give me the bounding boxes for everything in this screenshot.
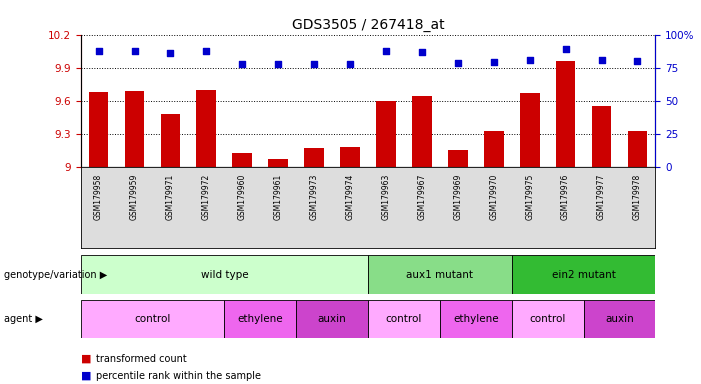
Bar <box>376 101 396 167</box>
Bar <box>592 106 611 167</box>
Bar <box>368 255 512 294</box>
Bar <box>340 147 360 167</box>
Text: ethylene: ethylene <box>453 314 498 324</box>
Bar <box>556 61 576 167</box>
Point <box>200 48 212 54</box>
Text: GSM179977: GSM179977 <box>597 174 606 220</box>
Bar <box>224 300 297 338</box>
Text: control: control <box>386 314 422 324</box>
Point <box>93 48 104 54</box>
Bar <box>161 114 180 167</box>
Text: GSM179976: GSM179976 <box>561 174 570 220</box>
Bar <box>448 151 468 167</box>
Bar <box>125 91 144 167</box>
Point <box>632 58 643 64</box>
Text: GSM179960: GSM179960 <box>238 174 247 220</box>
Point <box>381 48 392 54</box>
Bar <box>368 300 440 338</box>
Point <box>308 61 320 68</box>
Text: percentile rank within the sample: percentile rank within the sample <box>96 371 261 381</box>
Bar <box>304 148 324 167</box>
Text: aux1 mutant: aux1 mutant <box>407 270 473 280</box>
Text: GSM179967: GSM179967 <box>417 174 426 220</box>
Text: ■: ■ <box>81 354 91 364</box>
Bar <box>512 300 583 338</box>
Point <box>129 48 140 54</box>
Bar <box>233 153 252 167</box>
Point <box>165 50 176 56</box>
Bar <box>196 90 216 167</box>
Bar <box>268 159 288 167</box>
Text: ■: ■ <box>81 371 91 381</box>
Bar <box>520 93 540 167</box>
Bar <box>627 131 647 167</box>
Point <box>488 59 499 65</box>
Text: GSM179958: GSM179958 <box>94 174 103 220</box>
Text: GSM179970: GSM179970 <box>489 174 498 220</box>
Point <box>452 60 463 66</box>
Text: control: control <box>529 314 566 324</box>
Point <box>596 57 607 63</box>
Bar <box>412 96 432 167</box>
Point <box>273 61 284 68</box>
Point <box>560 46 571 52</box>
Text: GSM179959: GSM179959 <box>130 174 139 220</box>
Text: GSM179973: GSM179973 <box>310 174 319 220</box>
Text: agent ▶: agent ▶ <box>4 314 42 324</box>
Text: ein2 mutant: ein2 mutant <box>552 270 615 280</box>
Text: wild type: wild type <box>200 270 248 280</box>
Bar <box>583 300 655 338</box>
Text: GSM179972: GSM179972 <box>202 174 211 220</box>
Text: genotype/variation ▶: genotype/variation ▶ <box>4 270 107 280</box>
Text: auxin: auxin <box>605 314 634 324</box>
Bar <box>81 255 368 294</box>
Text: GSM179974: GSM179974 <box>346 174 355 220</box>
Point <box>524 57 536 63</box>
Text: GSM179975: GSM179975 <box>525 174 534 220</box>
Text: GSM179963: GSM179963 <box>381 174 390 220</box>
Text: transformed count: transformed count <box>96 354 186 364</box>
Point <box>416 49 428 55</box>
Bar <box>484 131 503 167</box>
Bar <box>81 300 224 338</box>
Bar <box>512 255 655 294</box>
Bar <box>297 300 368 338</box>
Text: auxin: auxin <box>318 314 346 324</box>
Point <box>237 61 248 68</box>
Title: GDS3505 / 267418_at: GDS3505 / 267418_at <box>292 18 444 32</box>
Text: GSM179969: GSM179969 <box>454 174 463 220</box>
Text: GSM179971: GSM179971 <box>166 174 175 220</box>
Text: GSM179961: GSM179961 <box>273 174 283 220</box>
Bar <box>89 92 109 167</box>
Text: control: control <box>135 314 170 324</box>
Bar <box>440 300 512 338</box>
Point <box>344 61 355 68</box>
Text: GSM179978: GSM179978 <box>633 174 642 220</box>
Text: ethylene: ethylene <box>238 314 283 324</box>
